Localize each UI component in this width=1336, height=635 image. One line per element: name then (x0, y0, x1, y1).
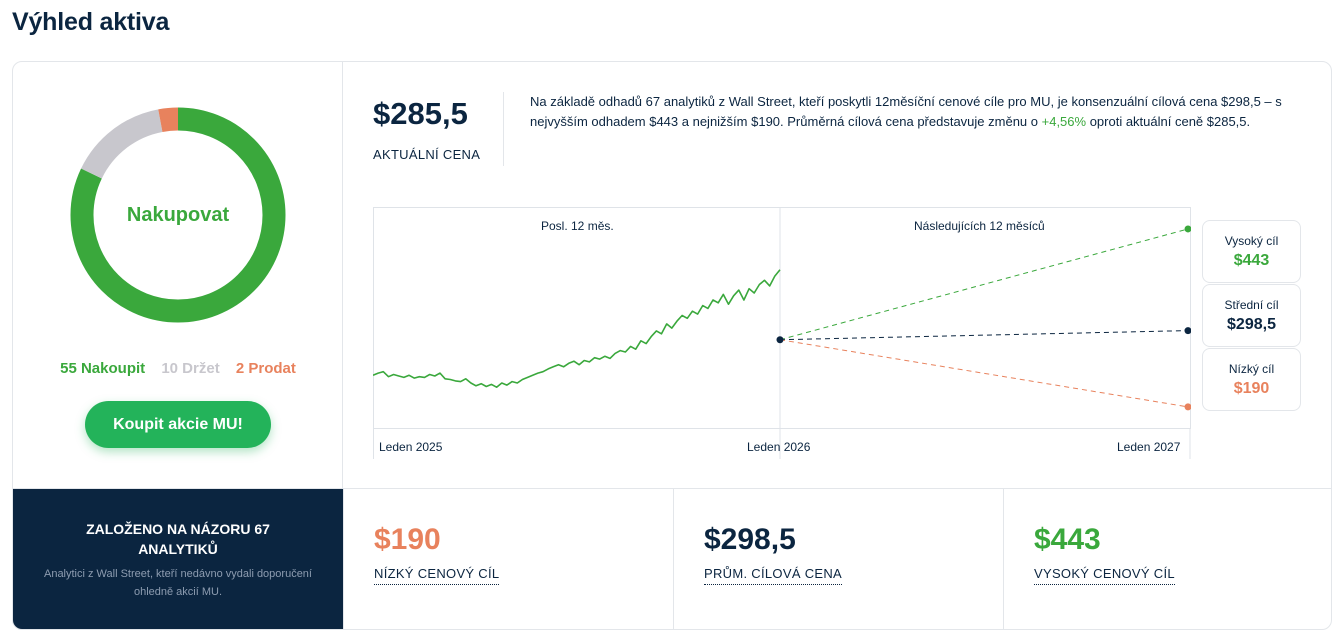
low-target-stat-label[interactable]: NÍZKÝ CENOVÝ CÍL (374, 566, 500, 585)
asset-outlook-card: Nakupovat 55 Nakoupit 10 Držet 2 Prodat … (12, 61, 1332, 630)
analyst-count-heading: ZALOŽENO NA NÁZORU 67 ANALYTIKŮ (86, 521, 270, 557)
rating-label: Nakupovat (126, 203, 230, 226)
low-target-stat-value: $190 (374, 523, 441, 556)
rating-donut-chart (70, 107, 286, 323)
current-price: $285,5 (373, 96, 468, 131)
mid-target-point (1184, 327, 1191, 335)
x-tick-label: Leden 2026 (747, 440, 811, 454)
analyst-count-panel: ZALOŽENO NA NÁZORU 67 ANALYTIKŮ Analytic… (13, 489, 343, 629)
sell-count: 2 Prodat (235, 360, 296, 377)
high-target-label: Vysoký cíl (1224, 234, 1279, 248)
mid-target-label: Střední cíl (1224, 298, 1279, 312)
summary-text: Na základě odhadů 67 analytiků z Wall St… (530, 94, 1282, 129)
high-target-value: $443 (1233, 252, 1270, 269)
avg-target-stat-label[interactable]: PRŮM. CÍLOVÁ CENA (704, 566, 843, 585)
chart-frame (373, 207, 1191, 429)
price-forecast-chart: Posl. 12 měs. Následujících 12 měsíců Le… (373, 207, 1191, 459)
analyst-count-subtext: Analytici z Wall Street, kteří nedávno v… (43, 568, 312, 598)
forecast-mid-line (779, 330, 1189, 341)
rating-counts: 55 Nakoupit 10 Držet 2 Prodat (13, 360, 343, 377)
forecast-low-line (779, 339, 1189, 408)
rating-panel: Nakupovat 55 Nakoupit 10 Držet 2 Prodat … (13, 62, 343, 488)
current-price-label: AKTUÁLNÍ CENA (373, 147, 481, 162)
high-target-stat: $443 VYSOKÝ CENOVÝ CÍL (1003, 489, 1331, 629)
low-target-value: $190 (1233, 380, 1270, 397)
avg-target-stat-value: $298,5 (704, 523, 796, 556)
analyst-summary-footer: ZALOŽENO NA NÁZORU 67 ANALYTIKŮ Analytic… (13, 488, 1331, 629)
price-panel: $285,5 AKTUÁLNÍ CENA Na základě odhadů 6… (343, 62, 1331, 488)
high-target-stat-value: $443 (1034, 523, 1101, 556)
low-target-label: Nízký cíl (1228, 362, 1275, 376)
summary-change-percent: +4,56% (1041, 114, 1087, 129)
divider (503, 92, 504, 166)
current-price-point (776, 336, 784, 344)
high-target-point (1184, 225, 1191, 233)
forecast-high-line (779, 228, 1189, 341)
price-forecast-svg (373, 207, 1191, 459)
high-target-box: Vysoký cíl $443 (1202, 220, 1301, 283)
buy-shares-button[interactable]: Koupit akcie MU! (85, 401, 271, 448)
rating-donut: Nakupovat (69, 106, 287, 324)
avg-target-stat: $298,5 PRŮM. CÍLOVÁ CENA (673, 489, 1003, 629)
hold-count: 10 Držet (161, 360, 220, 377)
period-label-past: Posl. 12 měs. (541, 219, 614, 233)
donut-segment-sell (70, 107, 286, 323)
high-target-stat-label[interactable]: VYSOKÝ CENOVÝ CÍL (1034, 566, 1175, 585)
low-target-box: Nízký cíl $190 (1202, 348, 1301, 411)
low-target-stat: $190 NÍZKÝ CENOVÝ CÍL (343, 489, 673, 629)
page-title: Výhled aktiva (12, 8, 170, 36)
period-label-future: Následujících 12 měsíců (914, 219, 1045, 233)
mid-target-box: Střední cíl $298,5 (1202, 284, 1301, 347)
history-price-line (373, 269, 781, 388)
buy-count: 55 Nakoupit (60, 360, 146, 377)
mid-target-value: $298,5 (1227, 316, 1276, 333)
x-tick-label: Leden 2027 (1117, 440, 1181, 454)
summary-text-end: oproti aktuální ceně $285,5. (1086, 114, 1251, 129)
low-target-point (1184, 403, 1191, 411)
x-tick-label: Leden 2025 (379, 440, 443, 454)
forecast-summary: Na základě odhadů 67 analytiků z Wall St… (530, 92, 1320, 132)
